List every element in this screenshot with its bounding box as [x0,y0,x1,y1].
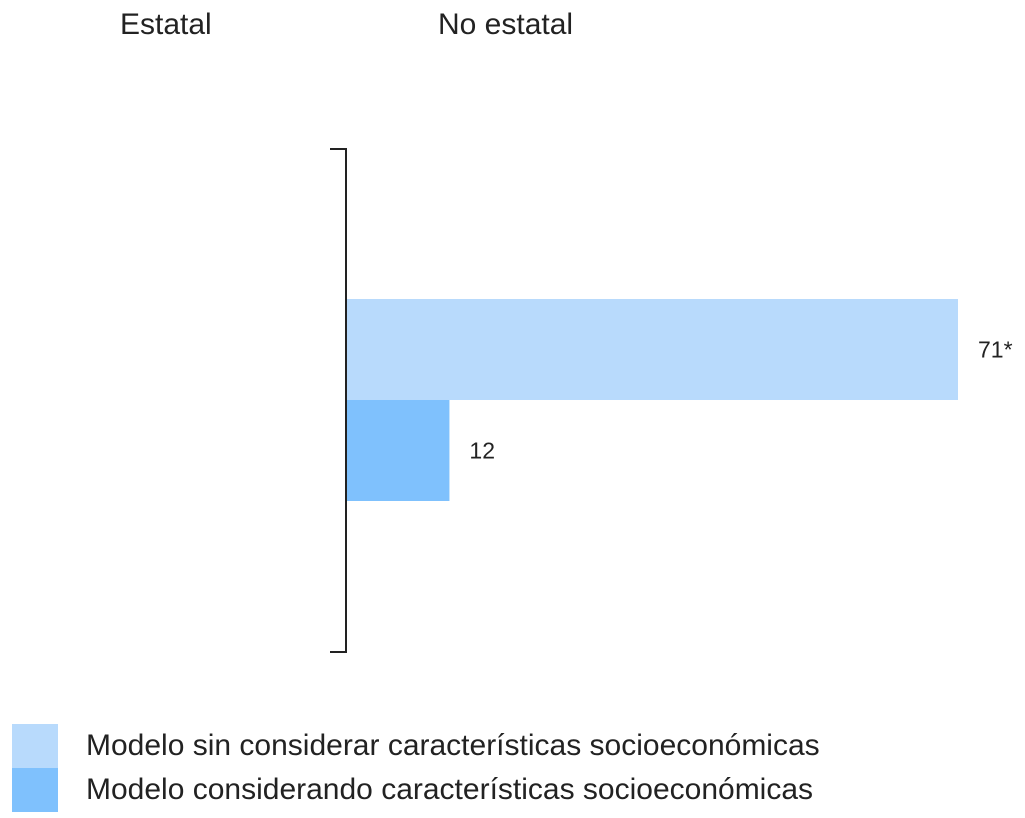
legend-swatch [12,768,58,812]
data-label: 71* [978,337,1013,363]
legend-item: Modelo considerando características soci… [12,768,820,812]
bar-series-1 [346,299,958,400]
data-label: 12 [469,438,495,464]
legend-swatch [12,724,58,768]
legend: Modelo sin considerar características so… [12,724,820,812]
header-estatal: Estatal [120,8,212,41]
legend-item: Modelo sin considerar características so… [12,724,820,768]
legend-label: Modelo sin considerar características so… [86,729,820,762]
header-no-estatal: No estatal [438,8,574,41]
bar-series-2 [346,400,450,501]
legend-label: Modelo considerando características soci… [86,773,814,806]
bar-chart: 71* 12 [330,148,1013,653]
axis-bracket [330,148,347,653]
